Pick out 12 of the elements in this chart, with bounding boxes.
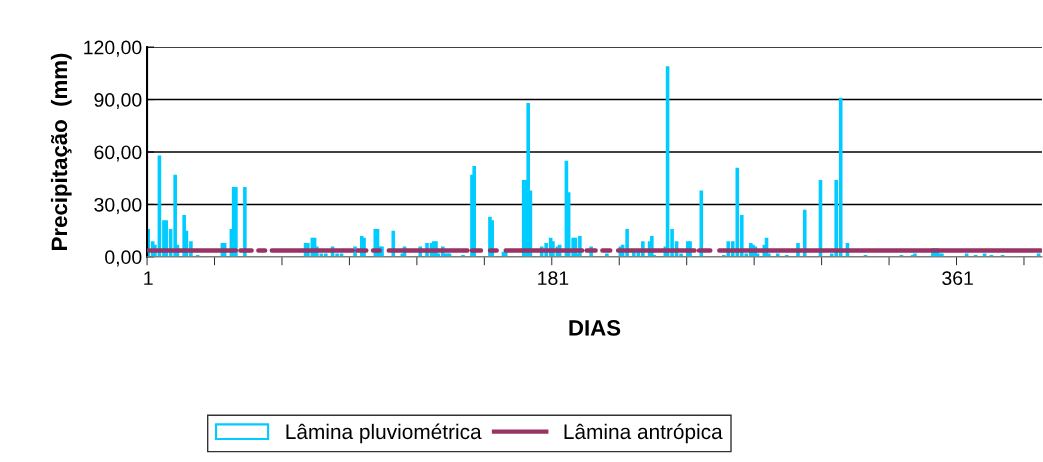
x-tick-label: 181 <box>538 271 569 286</box>
y-axis-title: Precipitação (mm) <box>50 53 72 250</box>
y-tick-label: 60,00 <box>94 145 142 162</box>
x-tick-label: 361 <box>942 271 973 286</box>
x-tick-label: 1 <box>144 271 153 285</box>
x-axis-title: DIAS <box>569 320 621 336</box>
y-tick-label: 120,00 <box>84 40 142 57</box>
y-tick-label: 90,00 <box>94 93 142 110</box>
y-tick-label: 0,00 <box>105 250 142 267</box>
y-tick-label: 30,00 <box>94 197 142 214</box>
legend-label: Lâmina pluviométrica <box>286 423 482 444</box>
legend-label: Lâmina antrópica <box>564 423 723 444</box>
